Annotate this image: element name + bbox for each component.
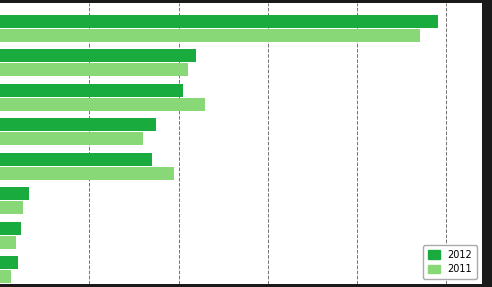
Bar: [0, 256, 18, 269]
Bar: [0, 201, 23, 214]
Bar: [0, 118, 156, 131]
Legend: 2012, 2011: 2012, 2011: [424, 245, 477, 279]
Bar: [0, 222, 22, 235]
Bar: [0, 98, 205, 111]
Bar: [0, 132, 143, 146]
Bar: [0, 84, 183, 97]
Bar: [0, 187, 29, 200]
Bar: [0, 236, 16, 249]
Bar: [0, 49, 196, 62]
Bar: [0, 15, 437, 28]
Bar: [0, 270, 11, 283]
Bar: [0, 167, 174, 180]
Bar: [0, 29, 420, 42]
Bar: [0, 63, 187, 76]
Bar: [0, 153, 152, 166]
